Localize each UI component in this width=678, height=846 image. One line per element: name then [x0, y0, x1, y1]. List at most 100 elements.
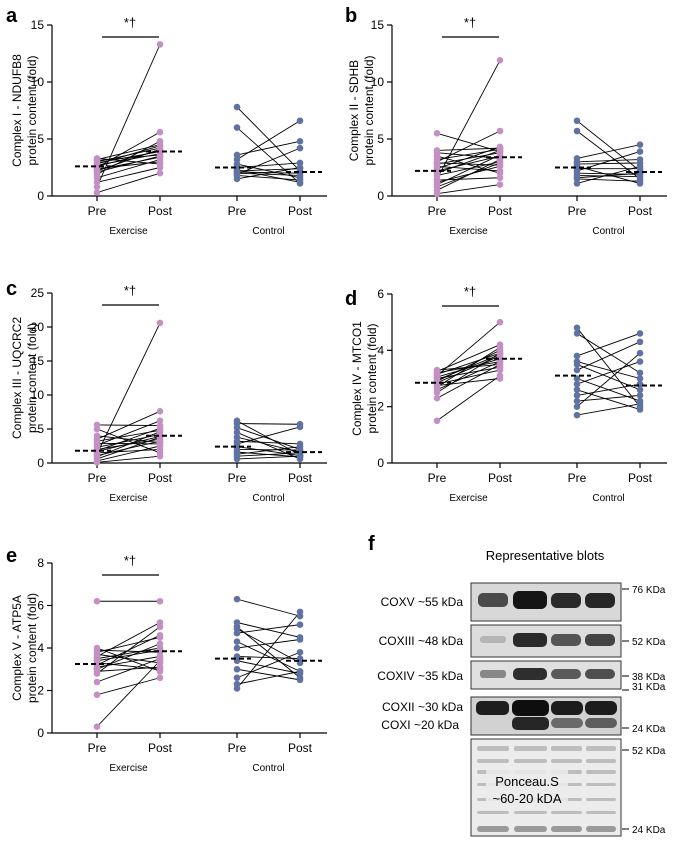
- significance-label: *†: [464, 15, 476, 30]
- subject-line: [576, 130, 641, 180]
- subject-line: [96, 428, 161, 454]
- data-point-pre: [233, 455, 241, 463]
- y-tick-label: 4: [37, 641, 44, 655]
- data-point-pre: [233, 429, 241, 436]
- data-point-post: [156, 427, 164, 434]
- subject-line: [436, 60, 501, 180]
- data-point-post: [636, 148, 644, 155]
- data-point-pre: [433, 130, 441, 137]
- y-tick-label: 15: [31, 18, 45, 32]
- blot-label-ponceau-range: ~60-20 kDA: [492, 791, 561, 806]
- data-point-post: [156, 439, 164, 446]
- significance-label: *†: [464, 284, 476, 299]
- series-exercise: [75, 319, 182, 466]
- data-point-pre: [93, 183, 101, 191]
- subject-line: [436, 155, 501, 172]
- data-point-post: [636, 406, 644, 413]
- blot-label-coxii: COXII ~30 kDa: [382, 700, 463, 714]
- x-category-label: Post: [288, 204, 313, 218]
- subject-line: [236, 423, 301, 425]
- data-point-post: [296, 159, 304, 167]
- subject-line: [96, 131, 161, 168]
- data-point-pre: [233, 685, 241, 692]
- data-point-post: [156, 674, 164, 682]
- data-point-post: [156, 597, 164, 605]
- data-point-pre: [573, 330, 581, 337]
- subject-line: [236, 455, 301, 460]
- data-point-pre: [233, 156, 241, 163]
- data-point-post: [156, 128, 164, 136]
- x-category-label: Pre: [88, 204, 107, 218]
- x-category-label: Post: [628, 471, 653, 485]
- data-point-post: [636, 177, 644, 185]
- series-exercise: [415, 318, 522, 425]
- data-point-pre: [233, 151, 241, 159]
- subject-line: [236, 622, 301, 638]
- x-category-label: Pre: [428, 204, 447, 218]
- data-point-pre: [93, 189, 101, 196]
- x-category-label: Pre: [228, 741, 247, 755]
- subject-line: [436, 155, 501, 174]
- subject-line: [96, 677, 161, 696]
- subject-line: [576, 327, 641, 407]
- y-axis-label-line-2: protein content (fold): [25, 323, 39, 433]
- panel-letter-d: d: [345, 288, 357, 310]
- data-point-post: [636, 386, 644, 394]
- y-tick-label: 6: [377, 287, 384, 301]
- subject-line: [96, 658, 161, 683]
- data-point-pre: [573, 397, 581, 405]
- data-point-post: [496, 155, 504, 162]
- y-axis-label: Complex V - ATP5Aprotein content (fold): [10, 593, 39, 703]
- subject-line: [236, 670, 301, 685]
- data-point-pre: [93, 155, 101, 162]
- subject-line: [236, 172, 301, 176]
- x-category-label: Post: [488, 204, 513, 218]
- subject-line: [576, 162, 641, 165]
- subject-line: [576, 352, 641, 408]
- subject-line: [436, 130, 501, 163]
- series-control: [555, 324, 662, 419]
- data-point-pre: [93, 166, 101, 174]
- y-tick-label: 10: [31, 75, 45, 89]
- kda-marker-76: 76 KDa: [632, 585, 666, 596]
- series-control: [555, 117, 662, 187]
- subject-line: [96, 151, 161, 164]
- subject-line: [236, 162, 301, 168]
- x-category-label: Post: [148, 204, 173, 218]
- data-point-post: [496, 375, 504, 382]
- subject-line: [576, 341, 641, 371]
- subject-line: [576, 165, 641, 184]
- y-axis-label: Complex III - UQCRC2protein content (fol…: [10, 317, 39, 439]
- y-axis-label-line-1: Complex II - SDHB: [347, 60, 361, 161]
- data-point-post: [296, 164, 304, 171]
- subject-line: [436, 366, 501, 379]
- data-point-post: [496, 169, 504, 177]
- data-point-pre: [433, 159, 441, 167]
- data-point-post: [496, 161, 504, 169]
- subject-line: [436, 148, 501, 160]
- data-point-post: [156, 141, 164, 148]
- y-axis-label-line-1: Complex IV - MTCO1: [350, 321, 364, 436]
- subject-line: [236, 427, 301, 450]
- y-axis-label-line-2: protein content (fold): [365, 323, 379, 433]
- subject-line: [96, 647, 161, 672]
- y-axis-label-line-1: Complex III - UQCRC2: [10, 317, 24, 439]
- data-point-post: [496, 318, 504, 326]
- data-point-pre: [93, 432, 101, 440]
- data-point-post: [636, 375, 644, 382]
- data-point-post: [156, 160, 164, 168]
- subject-line: [236, 624, 301, 634]
- subject-line: [436, 162, 501, 166]
- subject-line: [436, 378, 501, 386]
- data-point-pre: [93, 421, 101, 429]
- panel-letter-b: b: [345, 5, 357, 27]
- series-control: [215, 103, 322, 187]
- data-point-pre: [93, 179, 101, 186]
- data-point-pre: [433, 147, 441, 154]
- data-point-post: [156, 648, 164, 656]
- panel-letter-a: a: [6, 5, 18, 27]
- data-point-pre: [233, 674, 241, 682]
- subject-line: [436, 358, 501, 378]
